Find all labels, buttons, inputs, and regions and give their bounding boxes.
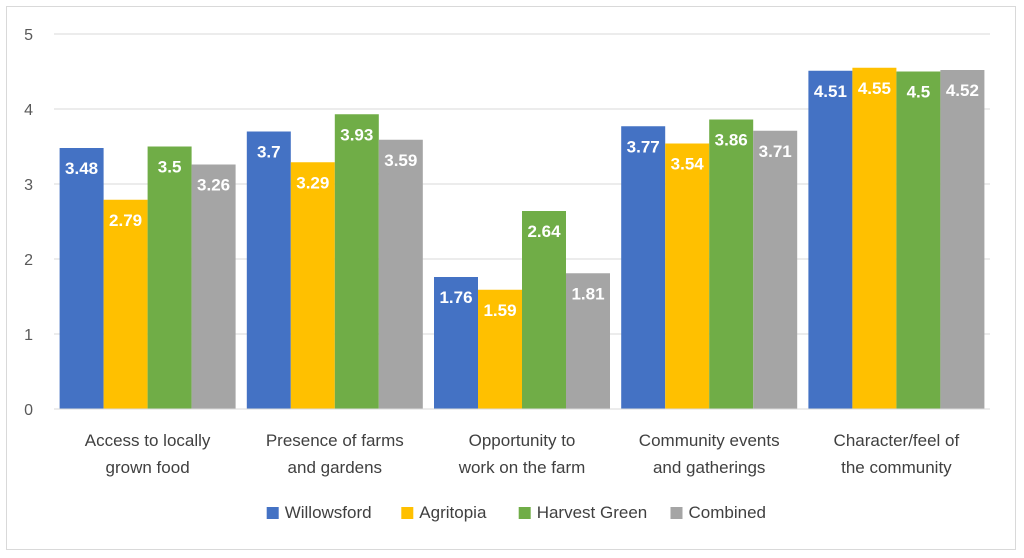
y-tick-label: 3: [24, 177, 33, 194]
data-label: 4.5: [907, 83, 931, 102]
data-label: 3.54: [671, 155, 705, 174]
legend-swatch: [266, 507, 279, 519]
legend-swatch: [518, 507, 531, 519]
legend-label: Harvest Green: [537, 503, 648, 522]
x-tick-label: Community events: [639, 431, 780, 450]
data-label: 3.7: [257, 143, 281, 162]
x-tick-label: Presence of farms: [266, 431, 404, 450]
bar: [434, 277, 478, 409]
y-tick-label: 0: [24, 402, 33, 419]
data-label: 1.59: [483, 301, 516, 320]
bar: [940, 70, 985, 409]
data-label: 4.51: [814, 82, 847, 101]
x-tick-label: and gatherings: [653, 458, 765, 477]
data-label: 3.48: [65, 159, 98, 178]
bar: [522, 211, 566, 409]
data-label: 2.79: [109, 211, 142, 230]
x-tick-label: Character/feel of: [834, 431, 960, 450]
bar: [709, 119, 754, 409]
data-label: 4.55: [858, 79, 891, 98]
data-label: 3.77: [627, 137, 660, 156]
bar: [896, 71, 941, 409]
x-tick-label: work on the farm: [458, 458, 586, 477]
x-tick-label: Opportunity to: [469, 431, 576, 450]
bar: [103, 199, 148, 409]
data-label: 3.71: [759, 142, 792, 161]
x-tick-label: and gardens: [288, 458, 383, 477]
x-tick-label: grown food: [106, 458, 190, 477]
data-label: 3.86: [715, 131, 748, 150]
bar: [59, 148, 104, 409]
legend-swatch: [401, 507, 414, 519]
bar: [621, 126, 666, 409]
legend-label: Agritopia: [419, 503, 487, 522]
y-tick-label: 1: [24, 327, 33, 344]
bar: [852, 67, 897, 409]
x-tick-label: the community: [841, 458, 952, 477]
bar: [191, 164, 236, 409]
data-label: 2.64: [527, 222, 561, 241]
data-label: 4.52: [946, 81, 979, 100]
data-label: 3.93: [340, 125, 373, 144]
data-label: 3.26: [197, 176, 230, 195]
data-label: 1.81: [571, 284, 604, 303]
y-tick-label: 4: [24, 102, 33, 119]
bar: [290, 162, 335, 409]
legend-label: Willowsford: [285, 503, 372, 522]
y-tick-label: 5: [24, 27, 33, 44]
bar: [478, 289, 522, 409]
y-tick-label: 2: [24, 252, 33, 269]
bar: [808, 70, 853, 409]
bar: [334, 114, 379, 409]
data-label: 3.59: [384, 151, 417, 170]
legend-label: Combined: [689, 503, 767, 522]
bar: [147, 146, 192, 409]
bar: [753, 130, 798, 409]
data-label: 3.5: [158, 158, 182, 177]
data-label: 1.76: [439, 288, 472, 307]
legend-swatch: [670, 507, 683, 519]
data-label: 3.29: [296, 173, 329, 192]
bar: [246, 131, 291, 409]
x-tick-label: Access to locally: [85, 431, 211, 450]
bar: [378, 139, 423, 409]
bar: [665, 143, 710, 409]
bar: [566, 273, 610, 409]
